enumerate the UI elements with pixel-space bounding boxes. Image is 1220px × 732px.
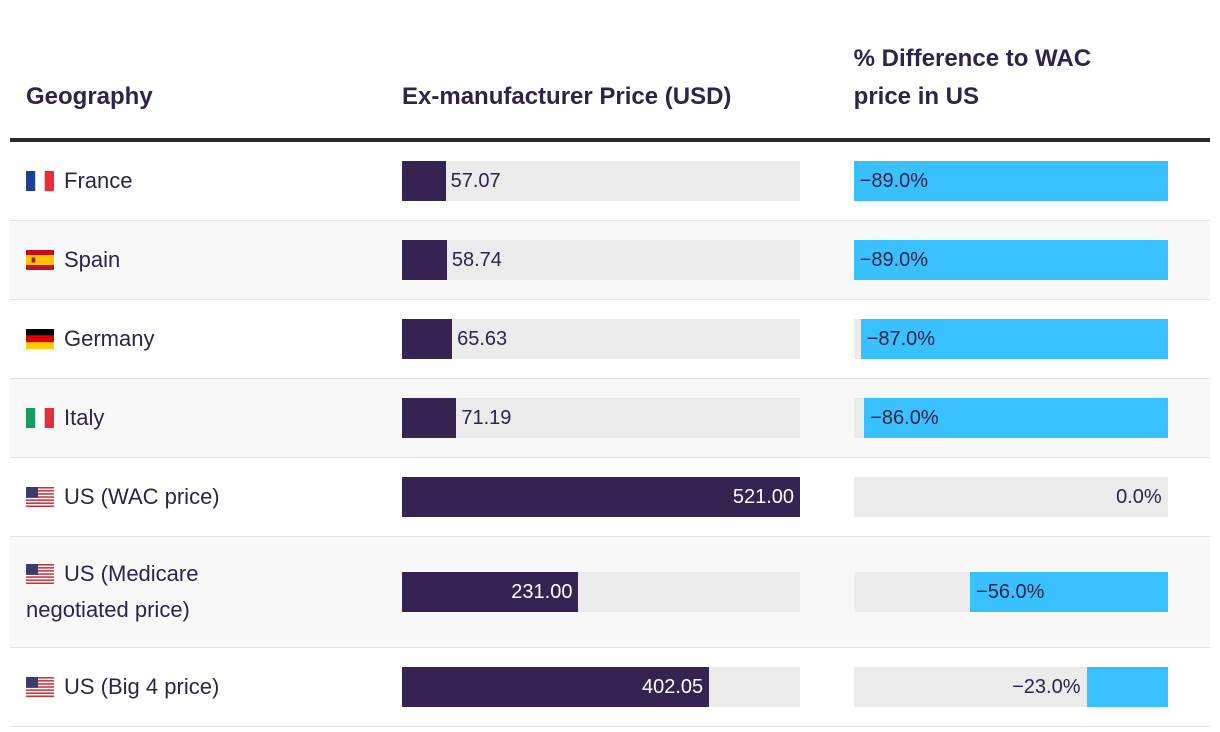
geography-cell: US (Medicare negotiated price) bbox=[10, 536, 402, 648]
row: US (WAC price) 521.00 0.0% bbox=[10, 457, 1210, 537]
price-label: 71.19 bbox=[461, 407, 512, 429]
geography-wrap: US (WAC price) bbox=[26, 479, 256, 515]
table-body: France 57.07 −89.0% Spain 58.74 −89.0% Germany… bbox=[10, 140, 1210, 727]
difference-label: −23.0% bbox=[1012, 676, 1081, 698]
price-label: 231.00 bbox=[511, 581, 573, 603]
geography-wrap: US (Big 4 price) bbox=[26, 669, 256, 705]
header-text: % Difference to WAC price in US bbox=[853, 45, 1092, 110]
difference-cell: −89.0% bbox=[853, 220, 1210, 300]
row: US (Medicare negotiated price) 231.00 −56.… bbox=[10, 536, 1210, 648]
row: Spain 58.74 −89.0% bbox=[10, 220, 1210, 300]
header-row: Geography Ex-manufacturer Price (USD) % … bbox=[10, 40, 1210, 142]
price-label: 57.07 bbox=[450, 170, 501, 192]
difference-bar bbox=[860, 319, 1168, 359]
difference-track: −89.0% bbox=[853, 161, 1168, 201]
price-track: 521.00 bbox=[402, 477, 800, 517]
price-track: 57.07 bbox=[402, 161, 800, 201]
flag bbox=[26, 250, 54, 270]
price-label: 65.63 bbox=[457, 328, 508, 350]
geography-cell: Italy bbox=[10, 378, 402, 458]
price-cell: 58.74 bbox=[402, 220, 854, 300]
difference-track: −56.0% bbox=[853, 572, 1168, 612]
row: Germany 65.63 −87.0% bbox=[10, 299, 1210, 379]
price-track: 231.00 bbox=[402, 572, 800, 612]
geography: Spain bbox=[64, 247, 121, 272]
price-bar bbox=[402, 572, 579, 612]
difference-cell: −89.0% bbox=[853, 140, 1210, 221]
price-cell: 231.00 bbox=[402, 536, 854, 648]
difference-cell: −87.0% bbox=[853, 299, 1210, 379]
geography: France bbox=[64, 168, 133, 193]
geography-wrap: Spain bbox=[26, 242, 256, 278]
geography-cell: Germany bbox=[10, 299, 402, 379]
row: France 57.07 −89.0% bbox=[10, 140, 1210, 221]
price-label: 521.00 bbox=[732, 486, 794, 508]
geography-wrap: Germany bbox=[26, 321, 256, 357]
geography: US (Medicare negotiated price) bbox=[26, 561, 199, 622]
difference-label: −56.0% bbox=[976, 581, 1045, 603]
geography: US (Big 4 price) bbox=[64, 674, 220, 699]
difference-label: −89.0% bbox=[859, 249, 929, 271]
price-bar bbox=[402, 477, 800, 517]
geography-cell: France bbox=[10, 140, 402, 221]
price-cell: 65.63 bbox=[402, 299, 854, 379]
price-bar bbox=[402, 240, 447, 280]
row: Italy 71.19 −86.0% bbox=[10, 378, 1210, 458]
difference-label: 0.0% bbox=[1116, 486, 1162, 508]
header: Ex-manufacturer Price (USD) bbox=[402, 40, 854, 142]
geography: Italy bbox=[64, 405, 105, 430]
header: Geography bbox=[10, 40, 402, 142]
difference-label: −86.0% bbox=[870, 407, 939, 429]
price-label: 402.05 bbox=[641, 676, 704, 698]
geography: US (WAC price) bbox=[64, 484, 220, 509]
header: % Difference to WAC price in US bbox=[853, 40, 1210, 142]
difference-bar bbox=[1086, 667, 1168, 707]
flag bbox=[26, 329, 54, 349]
price-label: 58.74 bbox=[451, 249, 502, 271]
price-track: 71.19 bbox=[402, 398, 800, 438]
price-track: 402.05 bbox=[402, 667, 800, 707]
price-bar bbox=[402, 161, 446, 201]
geography-wrap: France bbox=[26, 163, 256, 199]
flag bbox=[26, 487, 54, 507]
geography-wrap: Italy bbox=[26, 400, 256, 436]
price-cell: 521.00 bbox=[402, 457, 854, 537]
flag bbox=[26, 408, 54, 428]
geography-cell: US (Big 4 price) bbox=[10, 647, 402, 727]
difference-track: −86.0% bbox=[853, 398, 1168, 438]
geography-cell: Spain bbox=[10, 220, 402, 300]
difference-track: −23.0% bbox=[853, 667, 1168, 707]
flag bbox=[26, 677, 54, 697]
difference-cell: −56.0% bbox=[853, 536, 1210, 648]
price-bar bbox=[402, 667, 710, 707]
difference-cell: −86.0% bbox=[853, 378, 1210, 458]
difference-label: −87.0% bbox=[866, 328, 936, 350]
price-cell: 57.07 bbox=[402, 140, 854, 221]
geography-cell: US (WAC price) bbox=[10, 457, 402, 537]
difference-track: −87.0% bbox=[853, 319, 1168, 359]
price-track: 65.63 bbox=[402, 319, 800, 359]
difference-track: 0.0% bbox=[853, 477, 1168, 517]
flag bbox=[26, 171, 54, 191]
difference-bar bbox=[864, 398, 1168, 438]
price-track: 58.74 bbox=[402, 240, 800, 280]
price-table: Geography Ex-manufacturer Price (USD) % … bbox=[10, 40, 1210, 727]
difference-bar bbox=[970, 572, 1168, 612]
row: US (Big 4 price) 402.05 −23.0% bbox=[10, 647, 1210, 727]
price-bar bbox=[402, 319, 453, 359]
geography: Germany bbox=[64, 326, 155, 351]
difference-cell: 0.0% bbox=[853, 457, 1210, 537]
price-bar bbox=[402, 398, 457, 438]
price-cell: 402.05 bbox=[402, 647, 854, 727]
difference-bar bbox=[853, 161, 1168, 201]
difference-label: −89.0% bbox=[859, 170, 929, 192]
geography-wrap: US (Medicare negotiated price) bbox=[26, 556, 256, 628]
price-cell: 71.19 bbox=[402, 378, 854, 458]
difference-bar bbox=[853, 240, 1168, 280]
difference-cell: −23.0% bbox=[853, 647, 1210, 727]
flag bbox=[26, 564, 54, 584]
difference-track: −89.0% bbox=[853, 240, 1168, 280]
